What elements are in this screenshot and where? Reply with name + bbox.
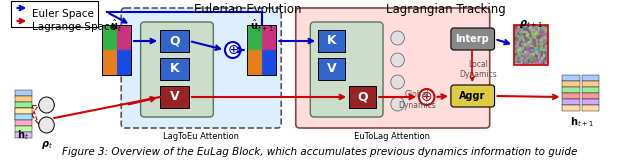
FancyBboxPatch shape [15,108,32,114]
FancyBboxPatch shape [563,81,580,87]
Text: Aggr: Aggr [459,91,485,101]
Circle shape [391,53,404,67]
FancyBboxPatch shape [15,96,32,102]
FancyBboxPatch shape [582,87,599,93]
FancyBboxPatch shape [582,99,599,105]
FancyBboxPatch shape [582,93,599,99]
Text: Q: Q [169,34,180,48]
Text: V: V [327,62,337,75]
Text: $\oplus$: $\oplus$ [227,43,239,57]
Text: K: K [170,62,179,75]
FancyBboxPatch shape [563,75,580,81]
Circle shape [391,75,404,89]
Text: $\hat{\mathbf{u}}_t$: $\hat{\mathbf{u}}_t$ [111,18,122,34]
Text: $\boldsymbol{\rho}_t$: $\boldsymbol{\rho}_t$ [40,139,52,151]
Text: EuToLag Attention: EuToLag Attention [354,132,429,141]
Circle shape [391,31,404,45]
FancyBboxPatch shape [582,105,599,111]
FancyBboxPatch shape [563,99,580,105]
Circle shape [419,89,435,105]
Text: Interp: Interp [456,34,489,44]
Text: $\mathbf{h}_t$: $\mathbf{h}_t$ [17,128,29,142]
FancyBboxPatch shape [160,58,189,80]
FancyBboxPatch shape [15,114,32,120]
FancyBboxPatch shape [318,30,345,52]
FancyBboxPatch shape [121,8,281,128]
Text: $\oplus$: $\oplus$ [420,90,433,104]
FancyBboxPatch shape [318,58,345,80]
FancyBboxPatch shape [160,86,189,108]
Text: Q: Q [357,91,368,103]
Circle shape [39,117,54,133]
FancyBboxPatch shape [296,8,490,128]
Text: Figure 3: Overview of the EuLag Block, which accumulates previous dynamics infor: Figure 3: Overview of the EuLag Block, w… [62,147,578,157]
Text: V: V [170,91,179,103]
FancyBboxPatch shape [451,28,495,50]
Text: Lagrangian Tracking: Lagrangian Tracking [386,3,506,16]
Text: Global
Dynamics: Global Dynamics [398,90,436,110]
FancyBboxPatch shape [160,30,189,52]
FancyBboxPatch shape [15,120,32,126]
FancyBboxPatch shape [15,114,32,120]
Text: $\hat{\mathbf{u}}_{t+1}$: $\hat{\mathbf{u}}_{t+1}$ [250,18,274,34]
Text: LagToEu Attention: LagToEu Attention [163,132,239,141]
FancyBboxPatch shape [15,108,32,114]
Text: K: K [327,34,337,48]
FancyBboxPatch shape [15,90,32,96]
FancyBboxPatch shape [563,93,580,99]
FancyBboxPatch shape [15,126,32,132]
FancyBboxPatch shape [563,105,580,111]
Circle shape [39,97,54,113]
FancyBboxPatch shape [582,75,599,81]
FancyBboxPatch shape [310,22,383,117]
Text: Eulerian Evolution: Eulerian Evolution [193,3,301,16]
FancyBboxPatch shape [141,22,213,117]
FancyBboxPatch shape [563,87,580,93]
FancyBboxPatch shape [15,132,32,138]
Circle shape [225,42,241,58]
Text: Euler Space: Euler Space [32,9,94,19]
FancyBboxPatch shape [582,81,599,87]
FancyBboxPatch shape [451,85,495,107]
Text: $\boldsymbol{\rho}_{t+1}$: $\boldsymbol{\rho}_{t+1}$ [518,18,542,30]
FancyBboxPatch shape [349,86,376,108]
Text: $\mathbf{h}_{t+1}$: $\mathbf{h}_{t+1}$ [570,115,594,129]
FancyBboxPatch shape [11,1,98,27]
Text: Local
Dynamics: Local Dynamics [459,60,497,79]
FancyBboxPatch shape [15,102,32,108]
Circle shape [391,97,404,111]
Text: Lagrange Space: Lagrange Space [32,22,116,32]
